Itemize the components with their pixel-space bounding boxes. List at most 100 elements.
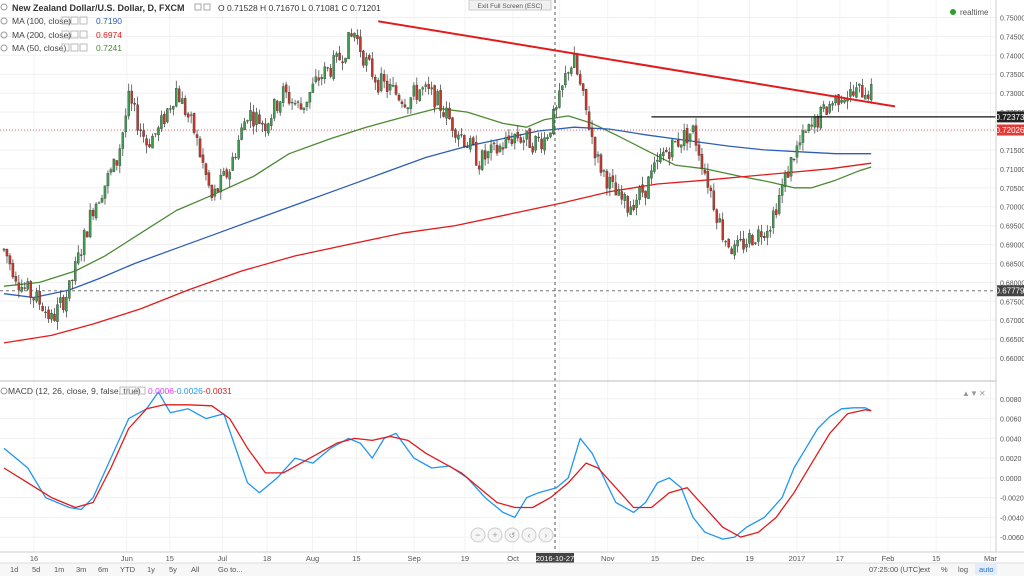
candle-body <box>213 188 217 197</box>
price-tick-label: 0.70000 <box>1000 205 1024 212</box>
candle-body <box>748 233 751 244</box>
time-axis[interactable]: 16 Jun 15 Jul 18 Aug 15 Sep 19 Oct 17 Nov 15 Dec 19 201… <box>30 554 998 563</box>
arrow-up-icon[interactable]: ▲ <box>962 389 970 398</box>
price-tick-label: 0.68000 <box>1000 280 1024 287</box>
candle-body <box>368 55 371 60</box>
legend-ma200-buttons[interactable] <box>61 30 88 39</box>
legend-ma50-label[interactable]: MA (50, close) <box>12 43 66 53</box>
candle-body <box>183 98 187 115</box>
legend-macd-label[interactable]: MACD (12, 26, close, 9, false, true) <box>8 386 141 396</box>
candle-body <box>439 89 442 111</box>
candle-body <box>296 101 300 103</box>
candle-body <box>691 125 695 132</box>
price-tick-label: 0.73500 <box>1000 72 1024 79</box>
legend-ma100-buttons[interactable] <box>61 16 88 25</box>
legend-ma50-buttons[interactable] <box>61 43 88 52</box>
candle-body <box>590 128 594 137</box>
time-range-button[interactable]: Go to... <box>218 565 243 574</box>
candle-body <box>673 141 677 143</box>
candle-body <box>769 229 772 232</box>
time-range-button[interactable]: YTD <box>120 565 136 574</box>
scroll-left-icon[interactable] <box>521 527 537 543</box>
candle-body <box>662 151 665 157</box>
candle-body <box>427 84 430 89</box>
time-tick-label: Dec <box>691 554 705 563</box>
candle-body <box>555 107 558 110</box>
candle-body <box>454 129 457 138</box>
time-range-button[interactable]: All <box>191 565 200 574</box>
candle-body <box>320 77 324 79</box>
legend-macd-buttons[interactable] <box>119 386 146 395</box>
candle-body <box>730 248 733 254</box>
macd-lines <box>3 391 872 540</box>
auto-button[interactable]: auto <box>979 565 994 574</box>
candle-body <box>469 138 472 150</box>
zoom-in-icon[interactable] <box>487 527 503 543</box>
close-icon[interactable]: ✕ <box>979 389 986 398</box>
macd-panel-controls[interactable]: ▲ ▼ ✕ <box>962 389 986 398</box>
drawings[interactable] <box>378 20 996 118</box>
candle-body <box>596 154 600 157</box>
time-range-button[interactable]: 3m <box>76 565 86 574</box>
candle-body <box>445 107 448 119</box>
legend-ma200-label[interactable]: MA (200, close) <box>12 30 71 40</box>
arrow-down-icon[interactable]: ▼ <box>970 389 978 398</box>
candle-body <box>412 85 416 97</box>
legend-eye-icon[interactable] <box>203 3 211 11</box>
candle-body <box>760 231 763 238</box>
candle-body <box>578 74 582 85</box>
candle-body <box>356 35 359 39</box>
candle-body <box>840 100 843 103</box>
candle-body <box>572 54 576 68</box>
candle-body <box>528 128 531 148</box>
candle-body <box>103 185 107 199</box>
candle-body <box>671 139 674 158</box>
zoom-out-icon[interactable] <box>470 527 486 543</box>
time-range-button[interactable]: 5y <box>169 565 177 574</box>
time-range-button[interactable]: 1y <box>147 565 155 574</box>
ext-button[interactable]: ext <box>920 565 931 574</box>
candle-body <box>552 108 555 134</box>
candle-body <box>852 91 855 96</box>
legend-ma50-value: 0.7241 <box>96 43 122 53</box>
candle-body <box>828 103 831 113</box>
log-button[interactable]: log <box>958 565 968 574</box>
time-range-button[interactable]: 6m <box>98 565 108 574</box>
scroll-right-icon[interactable] <box>538 527 554 543</box>
utc-time[interactable]: 07:25:00 (UTC) <box>869 565 921 574</box>
candle-body <box>41 305 44 311</box>
legend-symbol[interactable]: New Zealand Dollar/U.S. Dollar, D, FXCM <box>12 3 185 13</box>
bottom-right-controls[interactable]: 07:25:00 (UTC) ext % log auto <box>869 564 997 575</box>
candle-body <box>653 162 656 172</box>
candle-body <box>210 185 214 198</box>
legend-collapse-icon[interactable] <box>0 3 8 11</box>
candle-body <box>623 194 626 201</box>
candle-body <box>397 94 401 101</box>
candle-body <box>564 73 567 86</box>
macd-axis[interactable]: 0.0080 0.0060 0.0040 0.0020 0.0000 -0.0020 -0.… <box>1000 397 1024 542</box>
candle-body <box>388 84 392 91</box>
candle-body <box>302 107 306 110</box>
candle-body <box>267 123 270 134</box>
reset-glyph: ↺ <box>509 531 516 540</box>
candle-body <box>733 244 736 256</box>
reset-icon[interactable] <box>504 527 520 543</box>
time-range-buttons[interactable]: 1d 5d 1m 3m 6m YTD 1y 5y All Go to... <box>10 565 243 574</box>
legend-ma100-label[interactable]: MA (100, close) <box>12 16 71 26</box>
legend-settings-icon[interactable] <box>194 3 202 11</box>
time-range-button[interactable]: 1m <box>54 565 64 574</box>
time-tick-label: Sep <box>407 554 420 563</box>
candle-body <box>79 254 83 256</box>
candle-body <box>228 171 231 180</box>
candle-body <box>406 107 410 110</box>
trendline[interactable] <box>378 20 896 108</box>
time-range-button[interactable]: 5d <box>32 565 40 574</box>
candle-body <box>385 80 389 92</box>
candle-body <box>100 198 104 203</box>
exit-fullscreen-button[interactable]: Exit Full Screen (ESC) <box>468 0 552 11</box>
percent-button[interactable]: % <box>941 565 948 574</box>
realtime-badge[interactable]: realtime <box>950 8 989 17</box>
navigation-controls[interactable]: − + ↺ ‹ › <box>470 527 554 543</box>
time-range-button[interactable]: 1d <box>10 565 18 574</box>
